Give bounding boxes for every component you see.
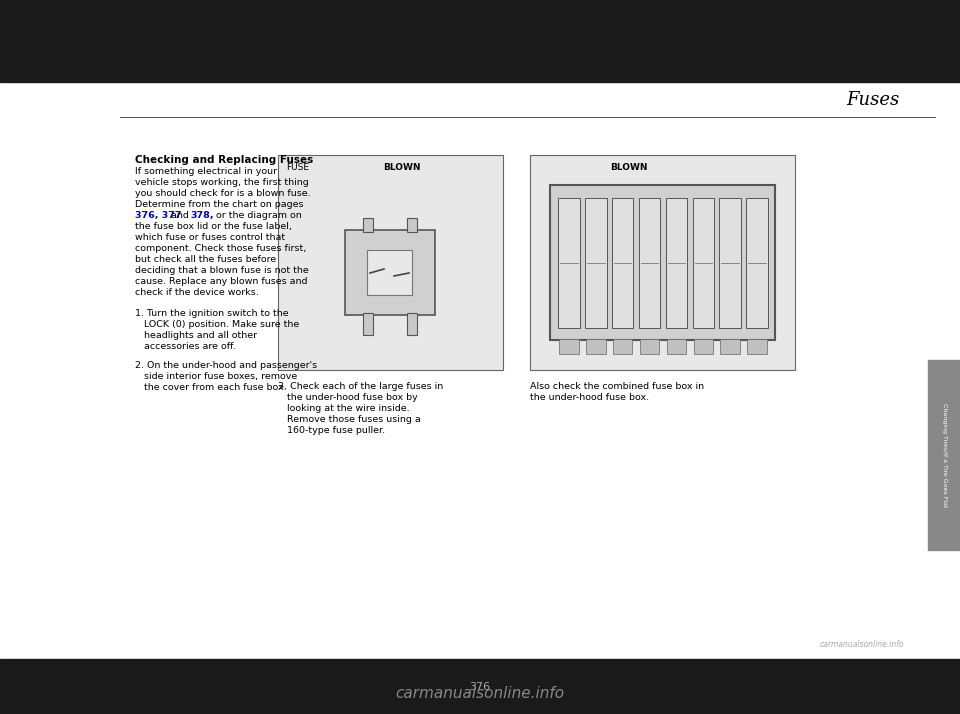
Text: and: and [168,211,192,220]
Bar [666,339,686,354]
Bar [719,198,741,328]
Bar [693,339,713,354]
Bar [0,659,960,714]
Bar [407,313,417,335]
Text: 376, 377: 376, 377 [135,211,181,220]
Bar [638,198,660,328]
Text: the cover from each fuse box.: the cover from each fuse box. [135,383,287,392]
Text: carmanualsonline.info: carmanualsonline.info [820,640,904,649]
Bar [278,155,503,370]
Text: vehicle stops working, the first thing: vehicle stops working, the first thing [135,178,309,187]
Bar [363,218,373,232]
Bar [559,339,579,354]
Text: which fuse or fuses control that: which fuse or fuses control that [135,233,285,242]
Text: component. Check those fuses first,: component. Check those fuses first, [135,244,306,253]
Text: but check all the fuses before: but check all the fuses before [135,255,276,264]
Text: Changing Tires/If a Tire Goes Flat: Changing Tires/If a Tire Goes Flat [942,403,947,507]
Text: carmanualsonline.info: carmanualsonline.info [396,686,564,701]
Bar [612,198,634,328]
Text: 1. Turn the ignition switch to the: 1. Turn the ignition switch to the [135,309,289,318]
Text: you should check for is a blown fuse.: you should check for is a blown fuse. [135,189,311,198]
Text: BLOWN: BLOWN [610,163,647,171]
Text: 378,: 378, [190,211,214,220]
Bar [720,339,740,354]
Bar [665,198,687,328]
Text: check if the device works.: check if the device works. [135,288,259,297]
Text: accessories are off.: accessories are off. [135,342,236,351]
Text: the under-hood fuse box by: the under-hood fuse box by [278,393,418,402]
Text: LOCK (0) position. Make sure the: LOCK (0) position. Make sure the [135,320,300,329]
Text: cause. Replace any blown fuses and: cause. Replace any blown fuses and [135,277,307,286]
Bar [585,198,607,328]
Text: the fuse box lid or the fuse label,: the fuse box lid or the fuse label, [135,222,292,231]
Bar [0,0,960,82]
Bar [748,339,767,354]
Bar [345,230,435,315]
Bar [692,198,714,328]
Bar [558,198,580,328]
Text: headlights and all other: headlights and all other [135,331,257,340]
Bar [530,155,795,370]
Bar [746,198,768,328]
Bar [550,185,775,340]
Text: Checking and Replacing Fuses: Checking and Replacing Fuses [135,155,313,165]
Text: Fuses: Fuses [847,91,900,109]
Bar [367,250,412,295]
Text: Determine from the chart on pages: Determine from the chart on pages [135,200,303,209]
Bar [586,339,606,354]
Text: 376: 376 [469,681,491,691]
Text: If something electrical in your: If something electrical in your [135,167,277,176]
Bar [928,360,960,550]
Bar [407,218,417,232]
Text: 160-type fuse puller.: 160-type fuse puller. [278,426,385,435]
Text: 2. On the under-hood and passenger's: 2. On the under-hood and passenger's [135,361,317,370]
Text: side interior fuse boxes, remove: side interior fuse boxes, remove [135,372,298,381]
Text: deciding that a blown fuse is not the: deciding that a blown fuse is not the [135,266,309,275]
Text: BLOWN: BLOWN [383,163,420,171]
Bar [612,339,633,354]
Text: 3. Check each of the large fuses in: 3. Check each of the large fuses in [278,382,444,391]
Text: Also check the combined fuse box in: Also check the combined fuse box in [530,382,704,391]
Bar [639,339,660,354]
Text: Remove those fuses using a: Remove those fuses using a [278,415,420,424]
Text: FUSE: FUSE [286,163,309,171]
Bar [363,313,373,335]
Text: the under-hood fuse box.: the under-hood fuse box. [530,393,649,402]
Text: looking at the wire inside.: looking at the wire inside. [278,404,410,413]
Text: or the diagram on: or the diagram on [213,211,301,220]
